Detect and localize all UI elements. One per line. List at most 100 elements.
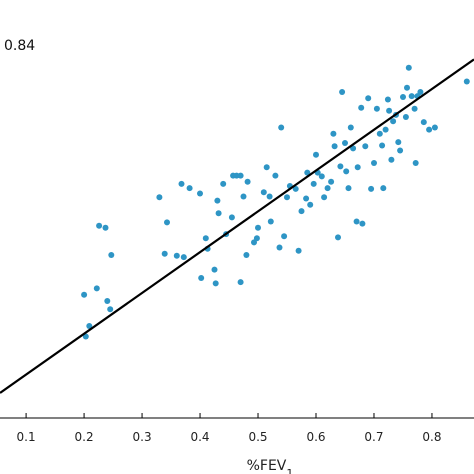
data-point-88 [395, 139, 402, 146]
data-point-94 [408, 93, 415, 100]
data-point-90 [400, 94, 406, 100]
data-point-17 [198, 275, 205, 281]
data-point-85 [388, 156, 395, 163]
data-point-53 [310, 180, 317, 187]
data-point-43 [278, 124, 285, 131]
data-point-13 [180, 254, 187, 261]
data-point-36 [255, 224, 261, 231]
data-point-59 [328, 178, 335, 185]
data-point-39 [266, 193, 273, 200]
data-point-7 [102, 224, 109, 231]
data-point-30 [237, 279, 244, 286]
data-point-84 [386, 107, 393, 114]
data-point-51 [304, 169, 311, 176]
x-axis-tick-labels: 0.1 0.2 0.3 0.4 0.5 0.6 0.7 0.8 [17, 430, 442, 444]
data-point-93 [405, 64, 412, 71]
data-point-49 [298, 208, 305, 215]
data-point-81 [380, 185, 387, 192]
data-point-42 [276, 244, 283, 251]
x-tick-label-2: 0.3 [133, 430, 152, 444]
data-point-9 [156, 194, 163, 201]
x-tick-label-6: 0.7 [364, 430, 383, 444]
data-point-99 [420, 119, 427, 126]
data-point-72 [358, 104, 365, 111]
data-point-10 [164, 219, 170, 226]
data-point-15 [186, 185, 193, 192]
data-point-50 [303, 195, 310, 202]
x-tick-label-0: 0.1 [17, 430, 36, 444]
data-points [81, 64, 470, 340]
data-point-62 [335, 234, 341, 241]
data-point-98 [417, 89, 424, 95]
data-point-5 [107, 306, 114, 313]
data-point-71 [354, 164, 361, 171]
data-point-45 [284, 194, 290, 201]
data-point-75 [365, 95, 372, 102]
data-point-18 [202, 235, 209, 242]
data-point-40 [267, 218, 274, 225]
data-point-29 [237, 172, 244, 179]
data-point-79 [376, 130, 383, 137]
data-point-64 [339, 89, 346, 95]
data-point-73 [359, 220, 366, 227]
data-point-35 [253, 235, 260, 242]
data-point-48 [295, 247, 302, 254]
data-point-11 [161, 250, 168, 257]
regression-line [0, 58, 474, 394]
data-point-96 [412, 160, 419, 166]
data-point-68 [347, 124, 354, 131]
data-point-74 [362, 143, 369, 150]
data-point-83 [384, 96, 391, 103]
data-point-95 [411, 105, 418, 112]
data-point-58 [324, 185, 331, 192]
data-point-76 [368, 185, 375, 192]
data-point-57 [321, 194, 328, 201]
data-point-52 [307, 201, 314, 208]
data-point-1 [86, 323, 93, 329]
data-point-21 [212, 280, 219, 287]
data-point-60 [330, 130, 337, 137]
data-point-92 [404, 84, 410, 91]
correlation-annotation: 0.84 [4, 38, 35, 54]
data-point-24 [220, 180, 227, 187]
data-point-4 [104, 298, 111, 304]
data-point-54 [313, 151, 319, 158]
data-point-44 [281, 233, 288, 240]
data-point-70 [353, 218, 360, 225]
data-point-65 [342, 140, 348, 146]
data-point-32 [244, 178, 251, 185]
data-point-12 [173, 252, 180, 259]
x-axis-label: %FEV1 [247, 458, 294, 474]
data-point-86 [390, 118, 397, 125]
data-point-101 [431, 124, 438, 131]
data-point-67 [345, 185, 352, 192]
x-tick-label-3: 0.4 [190, 430, 209, 444]
x-tick-label-7: 0.8 [422, 430, 441, 444]
data-point-69 [350, 145, 357, 152]
data-point-23 [215, 210, 222, 217]
data-point-20 [211, 266, 218, 273]
data-point-80 [379, 142, 386, 149]
data-point-47 [292, 185, 299, 192]
x-tick-label-4: 0.5 [248, 430, 267, 444]
data-point-3 [93, 285, 100, 292]
data-point-89 [397, 147, 404, 154]
data-point-61 [331, 143, 338, 150]
data-point-26 [228, 214, 235, 221]
data-point-66 [343, 168, 350, 175]
data-point-2 [81, 291, 88, 298]
data-point-41 [272, 172, 279, 179]
data-point-56 [318, 173, 325, 180]
data-point-6 [96, 222, 103, 229]
data-point-16 [197, 190, 203, 197]
data-point-78 [373, 105, 380, 112]
data-point-91 [402, 114, 409, 120]
data-point-37 [260, 189, 267, 196]
data-point-22 [214, 197, 221, 204]
x-tick-label-5: 0.6 [306, 430, 325, 444]
x-tick-label-1: 0.2 [75, 430, 94, 444]
data-point-33 [243, 252, 250, 258]
x-axis-ticks [25, 413, 433, 418]
